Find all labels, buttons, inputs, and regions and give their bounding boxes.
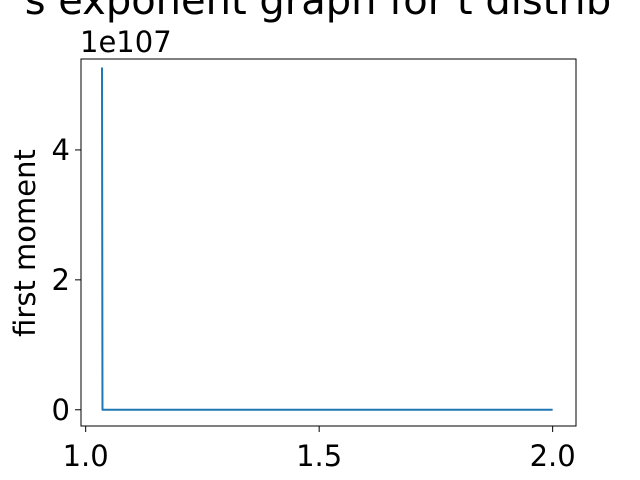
x-tick-label: 1.0 xyxy=(63,439,109,473)
y-tick-label: 2 xyxy=(52,263,70,297)
plot-layer: 1.0 1.5 2.0 0 2 4 xyxy=(52,67,576,473)
x-tick-label: 2.0 xyxy=(530,439,576,473)
y-tick-label: 0 xyxy=(52,393,70,427)
series-line-0 xyxy=(101,67,553,411)
chart-title: s exponent graph for t distrib xyxy=(25,0,612,24)
y-axis-label: first moment xyxy=(8,149,42,337)
x-tick-label: 1.5 xyxy=(296,439,342,473)
plot-area-frame xyxy=(80,58,577,427)
y-offset-label: 1e107 xyxy=(80,25,172,59)
y-tick-label: 4 xyxy=(52,133,70,167)
